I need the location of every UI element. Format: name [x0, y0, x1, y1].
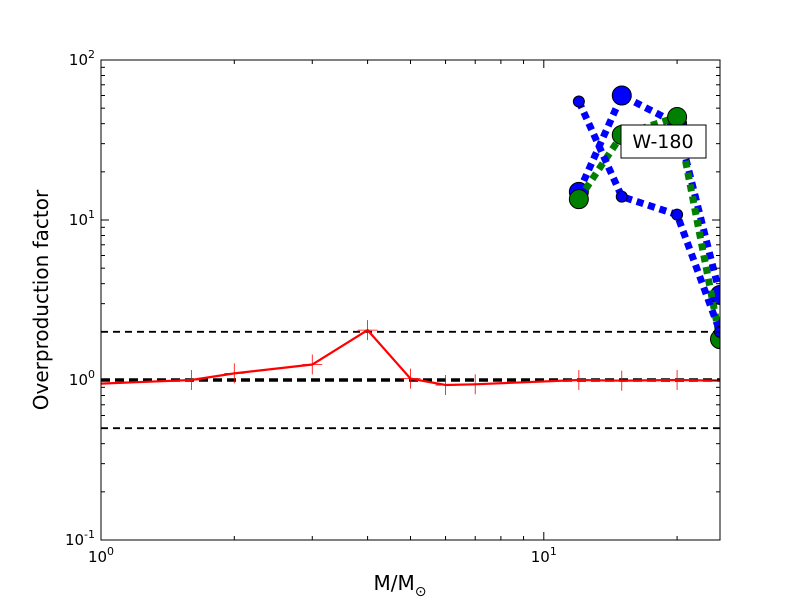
series-0-point-1 [181, 370, 202, 390]
series-2-point-0 [568, 189, 589, 210]
x-axis-label: M/M⊙ [374, 571, 427, 600]
x-axis-label-subscript: ⊙ [415, 584, 427, 600]
series-3-point-0 [572, 95, 585, 108]
y-tick-label-1: 100 [69, 368, 95, 389]
y-axis-label: Overproduction factor [29, 189, 53, 410]
series-0-point-11 [710, 370, 720, 391]
series-3-point-2 [671, 208, 684, 221]
series-0-point-8 [568, 370, 589, 390]
series-1-point-1 [611, 85, 632, 106]
x-tick-label-1: 101 [531, 545, 557, 566]
y-tick-label-0: 10-1 [65, 528, 95, 549]
series-0-point-3 [302, 354, 323, 375]
annotation-label: W-180 [632, 131, 693, 153]
series-0-point-7 [465, 374, 486, 395]
axis-ticks [100, 59, 720, 541]
series-0-point-2 [224, 363, 245, 384]
series-3 [572, 95, 720, 338]
series-2-point-2 [667, 107, 688, 128]
series-0-point-9 [611, 370, 632, 391]
series-3-point-1 [615, 190, 628, 203]
series-3-line [575, 100, 720, 334]
series-0-point-10 [667, 370, 688, 390]
series-0-point-0 [101, 373, 111, 394]
y-tick-label-2: 101 [69, 208, 95, 229]
series-1-line [575, 90, 720, 296]
series-2-line [575, 112, 720, 340]
series-0 [101, 320, 720, 396]
y-tick-label-3: 102 [69, 48, 95, 69]
x-axis-label-text: M/M [374, 571, 415, 595]
series-0-point-4 [357, 320, 378, 341]
series-0-point-5 [400, 368, 421, 389]
series-layer [101, 85, 720, 396]
x-tick-label-0: 100 [88, 545, 114, 566]
series-0-point-6 [435, 375, 456, 396]
annotation-box: W-180 [620, 124, 707, 159]
